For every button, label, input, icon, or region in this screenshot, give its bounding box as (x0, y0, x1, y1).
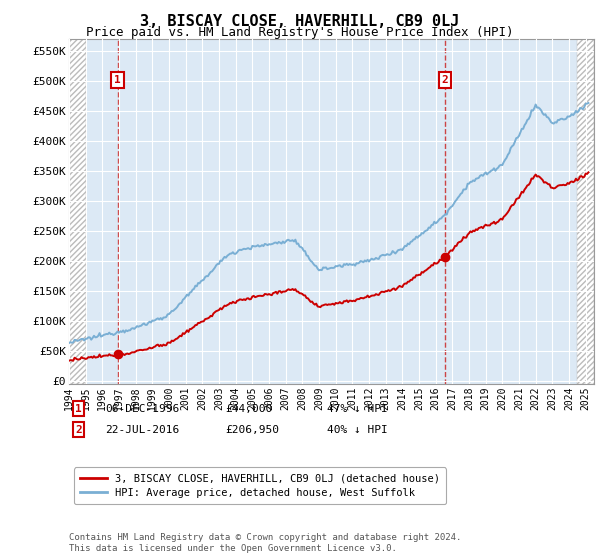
Bar (577, 39, 594, 384)
Text: £44,000: £44,000 (225, 404, 272, 414)
Text: £206,950: £206,950 (225, 424, 279, 435)
Text: 3, BISCAY CLOSE, HAVERHILL, CB9 0LJ: 3, BISCAY CLOSE, HAVERHILL, CB9 0LJ (140, 14, 460, 29)
Text: 1: 1 (75, 404, 82, 414)
Text: Contains HM Land Registry data © Crown copyright and database right 2024.
This d: Contains HM Land Registry data © Crown c… (69, 533, 461, 553)
Legend: 3, BISCAY CLOSE, HAVERHILL, CB9 0LJ (detached house), HPI: Average price, detach: 3, BISCAY CLOSE, HAVERHILL, CB9 0LJ (det… (74, 468, 446, 504)
Bar (69, 39, 86, 384)
Text: 47% ↓ HPI: 47% ↓ HPI (327, 404, 388, 414)
Text: 1: 1 (114, 75, 121, 85)
Text: 2: 2 (442, 75, 448, 85)
Text: 2: 2 (75, 424, 82, 435)
Text: Price paid vs. HM Land Registry's House Price Index (HPI): Price paid vs. HM Land Registry's House … (86, 26, 514, 39)
Text: 06-DEC-1996: 06-DEC-1996 (105, 404, 179, 414)
Text: 22-JUL-2016: 22-JUL-2016 (105, 424, 179, 435)
Text: 40% ↓ HPI: 40% ↓ HPI (327, 424, 388, 435)
